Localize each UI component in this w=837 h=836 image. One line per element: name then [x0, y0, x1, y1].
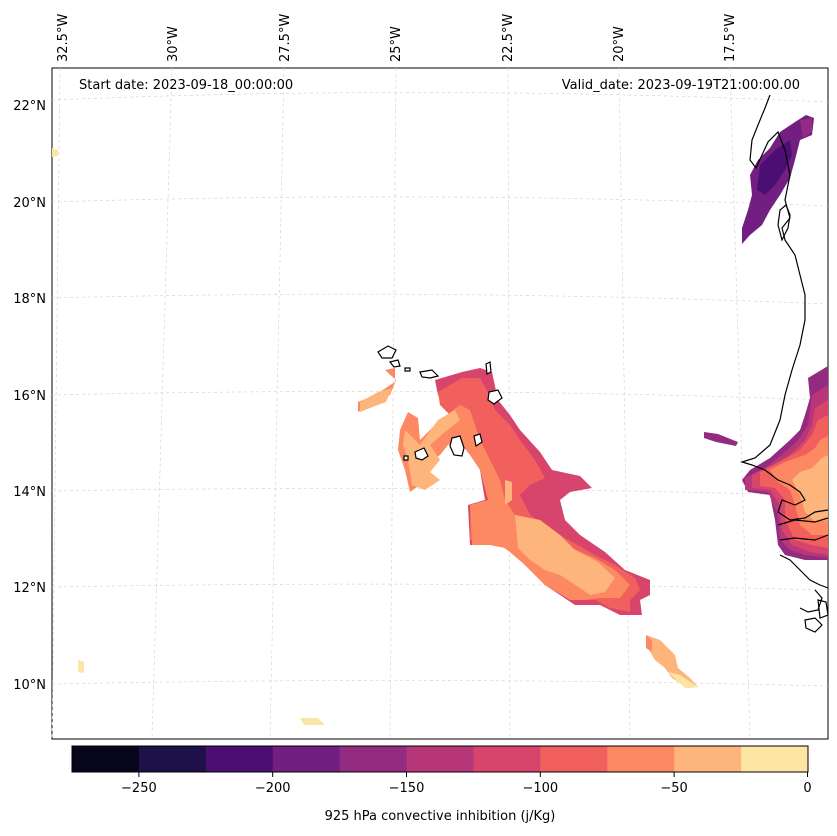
gridline-30w [151, 67, 173, 740]
lon-label-22-5w: 22.5°W [501, 14, 516, 62]
lat-label-16n: 16°N [13, 389, 46, 404]
island-santiago [449, 435, 465, 457]
patch-bottom [300, 718, 325, 725]
colorbar-swatch [406, 746, 474, 772]
colorbar-title: 925 hPa convective inhibition (j/Kg) [324, 809, 556, 824]
plume-layer-50b [403, 410, 460, 490]
colorbar: −250 −200 −150 −100 −50 0 [71, 745, 812, 796]
casamance-coast [779, 534, 829, 541]
island-santo-antao [377, 345, 397, 359]
island-santa-luzia [404, 367, 411, 372]
gridline-18n [51, 293, 829, 305]
colorbar-swatch [272, 746, 341, 772]
plume-layer-100 [438, 378, 640, 612]
patch-sw [78, 660, 84, 673]
start-date-label: Start date: 2023-09-18_00:00:00 [79, 78, 294, 93]
gridline-22-5w [507, 67, 511, 740]
lon-label-32-5w: 32.5°W [56, 14, 71, 62]
gridline-32-5w [51, 67, 61, 740]
colorbar-swatches [72, 746, 809, 772]
gridline-12n [51, 583, 829, 591]
mainland-coastline [739, 94, 829, 521]
colorbar-swatch [674, 746, 742, 772]
gridline-17-5w [729, 67, 751, 740]
island-brava [403, 455, 409, 461]
cin-field-mauritania [742, 115, 814, 244]
colorbar-swatch [138, 746, 207, 772]
lat-label-12n: 12°N [13, 581, 46, 596]
guinea-bissau-coast [779, 554, 829, 589]
island-fogo [414, 447, 429, 461]
patch-nw [52, 148, 58, 157]
gridline-10n [51, 680, 829, 687]
gridline-20n [51, 196, 829, 207]
lon-label-17-5w: 17.5°W [723, 14, 738, 62]
lat-label-22n: 22°N [13, 99, 46, 114]
lon-labels: 32.5°W 30°W 27.5°W 25°W 22.5°W 20°W 17.5… [56, 14, 738, 62]
senegal-layer-25 [792, 455, 828, 522]
bijagos-islands-1 [799, 589, 823, 613]
mauritania-layer-150 [800, 118, 812, 138]
colorbar-swatch [72, 746, 140, 772]
cape-verde-islands [377, 345, 503, 461]
patch-south-edge [646, 635, 652, 652]
patch-coast-purple [704, 432, 738, 446]
coastlines [739, 94, 829, 633]
mauritania-layer-200 [757, 140, 792, 195]
colorbar-swatch [741, 746, 809, 772]
colorbar-swatch [473, 746, 541, 772]
colorbar-swatch [607, 746, 675, 772]
gridline-22n [51, 92, 829, 103]
colorbar-label-100: −100 [522, 781, 558, 796]
gridlines [51, 67, 829, 740]
plume-layer-50-small [360, 388, 392, 412]
island-sao-nicolau [419, 369, 440, 379]
patch-south-tip [668, 672, 698, 688]
lon-label-25w: 25°W [389, 26, 404, 62]
gridline-27-5w [269, 67, 285, 740]
lat-labels: 22°N 20°N 18°N 16°N 14°N 12°N 10°N [13, 99, 46, 693]
colorbar-swatch [205, 746, 274, 772]
island-sao-vicente [388, 359, 401, 368]
patch-south [646, 635, 698, 688]
valid-date-label: Valid_date: 2023-09-19T21:00:00.00 [561, 78, 800, 93]
lon-label-27-5w: 27.5°W [278, 14, 293, 62]
colorbar-outline [71, 745, 809, 773]
colorbar-label-250: −250 [121, 781, 157, 796]
gridline-20w [618, 67, 631, 740]
plume-layer-50c [505, 480, 512, 505]
gridline-14n [51, 488, 829, 497]
bijagos-islands-2 [804, 617, 823, 633]
island-maio [473, 433, 483, 447]
lat-label-18n: 18°N [13, 292, 46, 307]
cin-field-plume [358, 368, 650, 615]
lat-label-20n: 20°N [13, 196, 46, 211]
island-boa-vista [487, 389, 503, 405]
island-sal [485, 361, 492, 375]
colorbar-swatch [339, 746, 408, 772]
cap-blanc [777, 204, 791, 242]
plume-layer-50a [515, 515, 615, 595]
bijagos-islands-3 [817, 599, 829, 619]
gambia-river [777, 517, 829, 526]
colorbar-label-50: −50 [660, 781, 687, 796]
lon-label-30w: 30°W [166, 26, 181, 62]
colorbar-label-0: 0 [803, 781, 811, 796]
gridline-25w [389, 67, 397, 740]
cin-field-small-patches [52, 148, 738, 725]
colorbar-ticks [138, 772, 808, 777]
gridline-16n [51, 391, 829, 401]
colorbar-swatch [540, 746, 608, 772]
colorbar-label-150: −150 [389, 781, 425, 796]
lat-label-14n: 14°N [13, 485, 46, 500]
lon-label-20w: 20°W [612, 26, 627, 62]
colorbar-label-200: −200 [255, 781, 291, 796]
lat-label-10n: 10°N [13, 678, 46, 693]
